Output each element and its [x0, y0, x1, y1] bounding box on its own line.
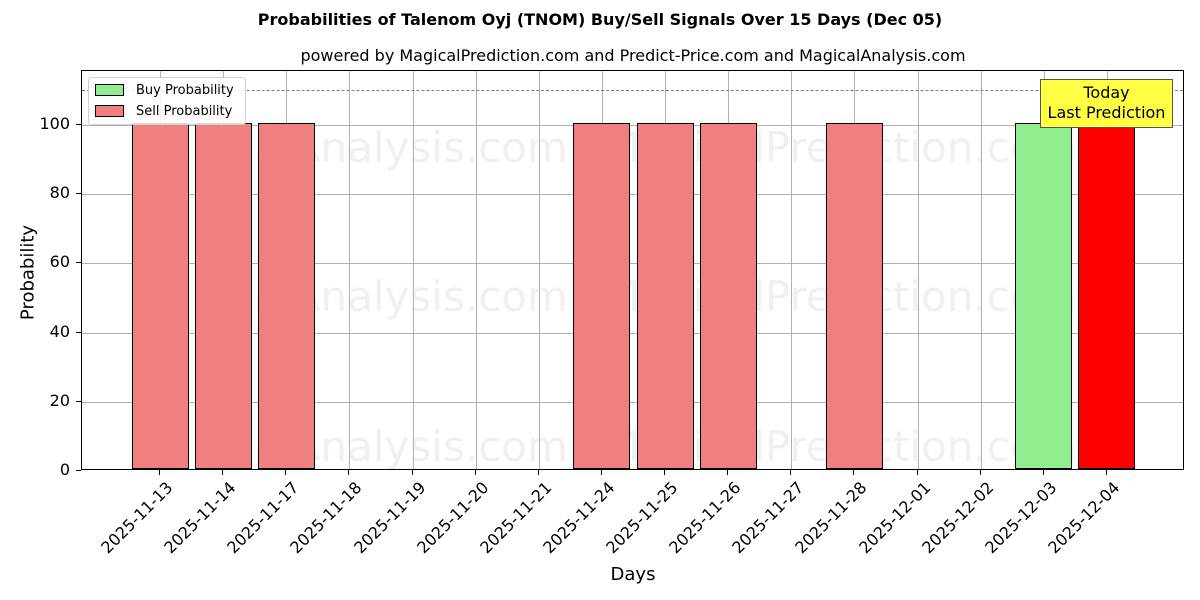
- x-tick-mark: [979, 470, 981, 475]
- x-tick-mark: [916, 470, 918, 475]
- x-tick-mark: [790, 470, 792, 475]
- y-tick-mark: [76, 124, 81, 125]
- y-tick-mark: [76, 470, 81, 471]
- legend-item-buy: Buy Probability: [95, 81, 234, 99]
- y-tick-label: 0: [59, 460, 70, 479]
- x-tick-mark: [411, 470, 413, 475]
- x-tick-mark: [474, 470, 476, 475]
- x-tick-mark: [1105, 470, 1107, 475]
- x-tick-mark: [853, 470, 855, 475]
- gridline-vertical: [791, 71, 793, 469]
- y-tick-label: 20: [49, 390, 70, 410]
- x-tick-mark: [1042, 470, 1044, 475]
- gridline-horizontal: [82, 194, 1183, 196]
- annotation-line-2: Last Prediction: [1047, 103, 1166, 122]
- gridline-vertical: [980, 71, 982, 469]
- gridline-horizontal: [82, 401, 1183, 403]
- sell-bar: [573, 123, 631, 469]
- sell-bar: [131, 123, 189, 469]
- buy-bar: [1015, 123, 1073, 469]
- chart-title: Probabilities of Talenom Oyj (TNOM) Buy/…: [257, 10, 943, 29]
- y-tick-label: 40: [49, 321, 70, 341]
- gridline-horizontal: [82, 263, 1183, 265]
- chart-subtitle: powered by MagicalPrediction.com and Pre…: [300, 46, 966, 65]
- sell-bar: [699, 123, 757, 469]
- annotation-line-1: Today: [1083, 83, 1130, 102]
- y-tick-label: 80: [49, 183, 70, 203]
- gridline-horizontal: [82, 332, 1183, 334]
- gridline-horizontal: [82, 125, 1183, 126]
- y-tick-label: 60: [49, 252, 70, 272]
- y-tick-label: 100: [39, 114, 70, 133]
- y-tick-mark: [76, 400, 81, 402]
- sell-bar: [1078, 123, 1136, 469]
- sell-bar: [825, 123, 883, 469]
- today-annotation: Today Last Prediction: [1040, 79, 1173, 128]
- x-tick-mark: [600, 470, 602, 475]
- x-tick-mark: [537, 470, 539, 475]
- gridline-vertical: [349, 71, 351, 469]
- x-axis-label: Days: [610, 564, 656, 585]
- y-tick-mark: [76, 262, 81, 264]
- gridline-vertical: [917, 71, 919, 469]
- legend-item-sell: Sell Probability: [95, 102, 232, 120]
- gridline-vertical: [412, 71, 414, 469]
- x-tick-mark: [159, 470, 160, 475]
- plot-area: MagicalAnalysis.comMagicalPrediction.com…: [81, 70, 1184, 470]
- sell-bar: [257, 123, 315, 469]
- sell-swatch-icon: [95, 105, 124, 117]
- y-tick-mark: [76, 331, 81, 333]
- sell-bar: [636, 123, 694, 469]
- gridline-vertical: [538, 71, 540, 469]
- y-axis-label: Probability: [17, 224, 39, 321]
- gridline-vertical: [475, 71, 477, 469]
- sell-bar: [194, 123, 252, 469]
- x-tick-mark: [348, 470, 350, 475]
- y-tick-mark: [76, 193, 81, 195]
- x-tick-mark: [285, 470, 287, 475]
- buy-swatch-icon: [95, 84, 124, 96]
- legend: Buy Probability Sell Probability: [88, 77, 246, 125]
- x-tick-mark: [727, 470, 729, 475]
- reference-line: [82, 90, 1183, 92]
- legend-label-sell: Sell Probability: [136, 103, 233, 119]
- legend-label-buy: Buy Probability: [136, 82, 234, 98]
- x-tick-mark: [664, 470, 666, 475]
- x-tick-mark: [222, 470, 224, 475]
